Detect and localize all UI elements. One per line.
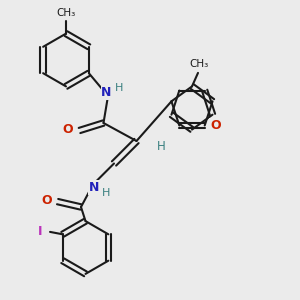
Text: H: H xyxy=(157,140,166,154)
Text: N: N xyxy=(101,86,112,100)
Text: H: H xyxy=(115,82,124,93)
Text: CH₃: CH₃ xyxy=(190,59,209,69)
Text: O: O xyxy=(41,194,52,208)
Text: I: I xyxy=(38,225,42,238)
Text: CH₃: CH₃ xyxy=(56,8,76,18)
Text: H: H xyxy=(101,188,110,198)
Text: O: O xyxy=(210,119,220,132)
Text: O: O xyxy=(62,123,73,136)
Text: N: N xyxy=(88,181,99,194)
